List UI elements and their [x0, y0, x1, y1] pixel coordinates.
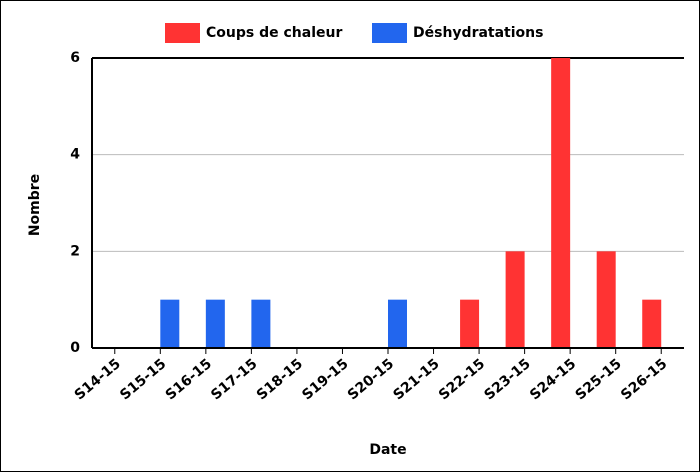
legend-label: Coups de chaleur: [206, 25, 342, 41]
bar: [551, 58, 571, 348]
bar: [251, 299, 271, 348]
y-tick-label: 0: [70, 340, 80, 356]
bar: [460, 299, 480, 348]
bar: [596, 251, 616, 348]
legend-swatch: [165, 23, 200, 43]
legend-label: Déshydratations: [413, 25, 543, 41]
y-axis-label: Nombre: [27, 174, 43, 236]
x-axis-label: Date: [369, 442, 406, 458]
y-tick-label: 4: [70, 147, 80, 163]
bar: [642, 299, 662, 348]
legend-swatch: [372, 23, 407, 43]
bar: [388, 299, 407, 348]
bar: [205, 299, 225, 348]
bar: [505, 251, 525, 348]
bar: [160, 299, 180, 348]
y-tick-label: 6: [70, 50, 80, 66]
y-tick-label: 2: [70, 243, 80, 259]
